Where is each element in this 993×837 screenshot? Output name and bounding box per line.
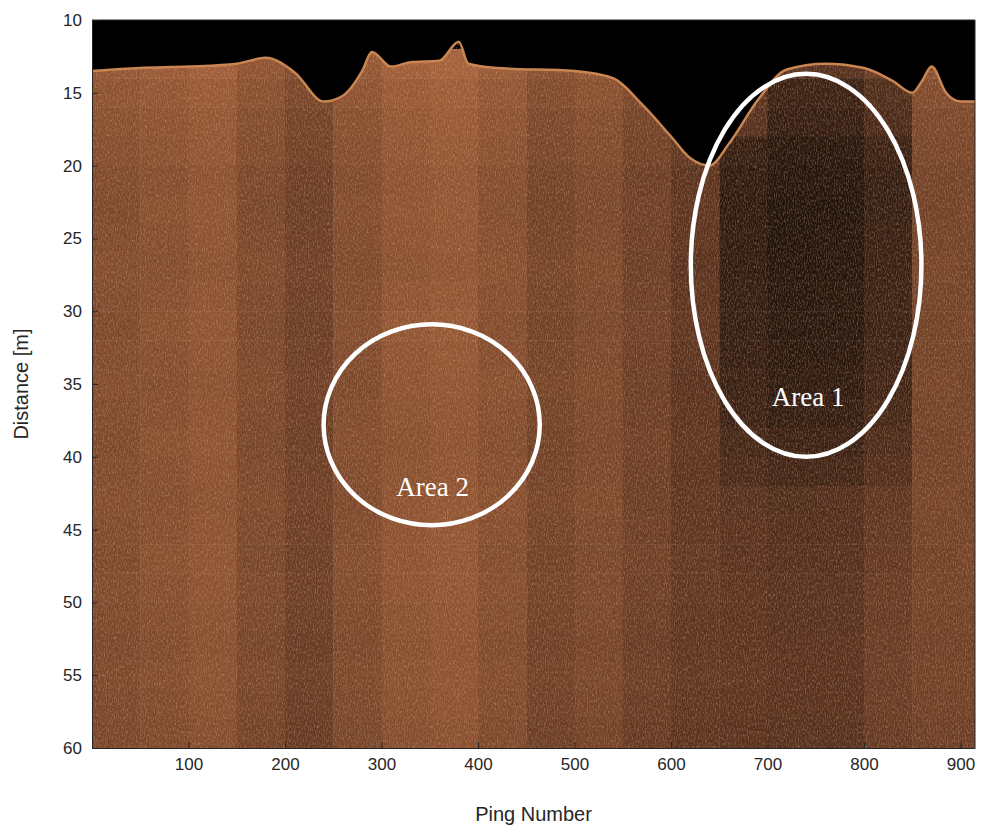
x-axis-title: Ping Number — [475, 803, 592, 825]
tick-label: 45 — [63, 521, 82, 540]
tick-mark — [92, 311, 98, 312]
water-column — [92, 20, 975, 166]
y-axis: 10 15 20 25 30 35 40 45 50 55 60 — [63, 11, 98, 758]
tick: 500 — [561, 742, 589, 774]
tick: 45 — [63, 521, 98, 540]
tick: 200 — [271, 742, 299, 774]
tick-label: 900 — [947, 755, 975, 774]
tick-mark — [768, 742, 769, 748]
tick-label: 30 — [63, 302, 82, 321]
tick-label: 100 — [175, 755, 203, 774]
tick-label: 50 — [63, 593, 82, 612]
tick-mark — [92, 675, 98, 676]
tick-mark — [92, 530, 98, 531]
tick-mark — [92, 602, 98, 603]
tick: 40 — [63, 448, 98, 467]
axis-line — [93, 748, 976, 749]
x-axis: 100 200 300 400 500 600 700 800 900 — [93, 742, 976, 774]
tick-label: 60 — [63, 739, 82, 758]
tick-mark — [189, 742, 190, 748]
seabed-echo — [92, 42, 975, 166]
tick: 900 — [947, 742, 975, 774]
tick: 25 — [63, 229, 98, 248]
frame — [92, 20, 975, 21]
tick: 20 — [63, 157, 98, 176]
tick-label: 600 — [657, 755, 685, 774]
tick-label: 55 — [63, 666, 82, 685]
tick-mark — [92, 166, 98, 167]
annotation-label: Area 1 — [772, 382, 845, 412]
annotation-ellipse — [691, 74, 922, 457]
y-axis-title: Distance [m] — [10, 328, 32, 439]
tick-label: 35 — [63, 375, 82, 394]
annotations: Area 1 Area 2 — [324, 74, 922, 525]
plot-area: Area 1Area 21002003004005006007008009001… — [63, 11, 975, 774]
annotation-label: Area 2 — [396, 472, 469, 502]
tick: 35 — [63, 375, 98, 394]
tick-mark — [671, 742, 672, 748]
cells — [92, 20, 975, 748]
tick: 50 — [63, 593, 98, 612]
tick-mark — [92, 93, 98, 94]
tick-mark — [575, 742, 576, 748]
tick: 15 — [63, 84, 98, 103]
tick: 100 — [175, 742, 203, 774]
tick-mark — [864, 742, 865, 748]
tick-mark — [92, 748, 98, 749]
frame — [975, 20, 976, 748]
tick-label: 15 — [63, 84, 82, 103]
tick-label: 10 — [63, 11, 82, 30]
tick-mark — [961, 742, 962, 748]
annotation-ellipse — [324, 324, 540, 525]
tick: 600 — [657, 742, 685, 774]
speckle-texture — [92, 20, 975, 748]
tick-label: 400 — [464, 755, 492, 774]
tick-label: 25 — [63, 229, 82, 248]
tick: 55 — [63, 666, 98, 685]
tick: 300 — [368, 742, 396, 774]
tick: 30 — [63, 302, 98, 321]
tick-label: 20 — [63, 157, 82, 176]
tick-mark — [478, 742, 479, 748]
tick-label: 500 — [561, 755, 589, 774]
tick: 800 — [850, 742, 878, 774]
tick-mark — [382, 742, 383, 748]
tick-label: 800 — [850, 755, 878, 774]
tick: 60 — [63, 739, 98, 758]
tick-mark — [92, 384, 98, 385]
tick-label: 200 — [271, 755, 299, 774]
tick-mark — [92, 457, 98, 458]
tick-mark — [285, 742, 286, 748]
tick: 400 — [464, 742, 492, 774]
tick-label: 700 — [754, 755, 782, 774]
tick: 700 — [754, 742, 782, 774]
tick-mark — [92, 238, 98, 239]
chart: Area 1Area 21002003004005006007008009001… — [0, 0, 993, 837]
plot-marks — [92, 20, 975, 748]
tick-label: 40 — [63, 448, 82, 467]
tick-label: 300 — [368, 755, 396, 774]
